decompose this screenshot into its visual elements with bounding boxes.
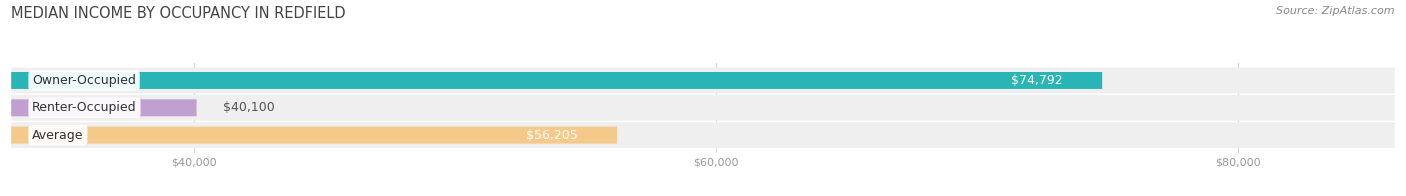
FancyBboxPatch shape (11, 127, 617, 144)
FancyBboxPatch shape (11, 99, 197, 116)
Text: Source: ZipAtlas.com: Source: ZipAtlas.com (1277, 6, 1395, 16)
Text: $40,100: $40,100 (222, 101, 274, 114)
FancyBboxPatch shape (11, 68, 1395, 93)
Text: $74,792: $74,792 (1011, 74, 1063, 87)
Text: Renter-Occupied: Renter-Occupied (32, 101, 136, 114)
FancyBboxPatch shape (11, 72, 1102, 89)
FancyBboxPatch shape (11, 122, 1395, 148)
Text: Owner-Occupied: Owner-Occupied (32, 74, 136, 87)
Text: MEDIAN INCOME BY OCCUPANCY IN REDFIELD: MEDIAN INCOME BY OCCUPANCY IN REDFIELD (11, 6, 346, 21)
Text: Average: Average (32, 129, 83, 142)
FancyBboxPatch shape (11, 95, 1395, 121)
Text: $56,205: $56,205 (526, 129, 578, 142)
